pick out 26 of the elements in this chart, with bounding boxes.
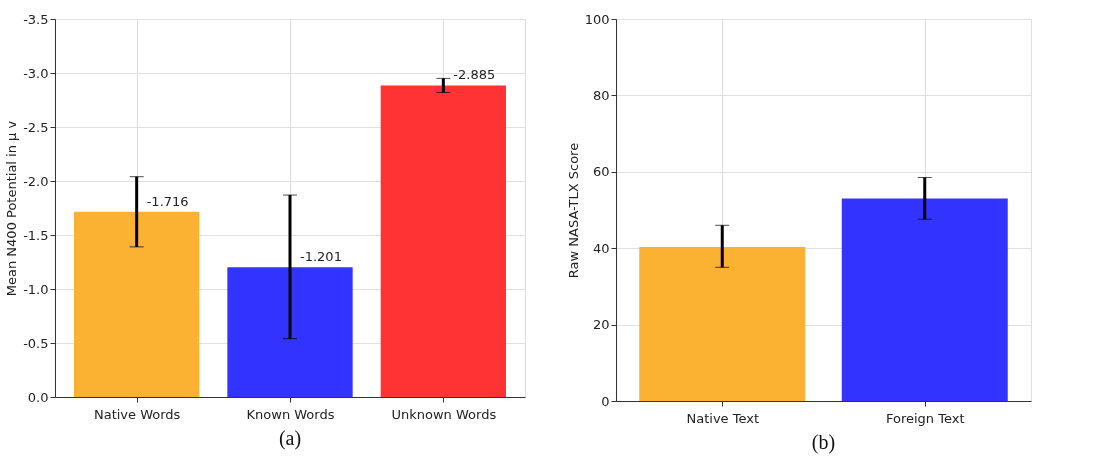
y-tick-label: -3.0 bbox=[23, 65, 49, 81]
y-tick-label: 40 bbox=[592, 240, 610, 256]
y-tick-label: -1.5 bbox=[23, 227, 49, 243]
y-axis-title: Mean N400 Potential in µ v bbox=[4, 120, 20, 297]
y-tick-label: -3.5 bbox=[23, 11, 49, 27]
y-tick-label: 20 bbox=[592, 317, 610, 333]
y-tick-label: 0 bbox=[601, 393, 610, 409]
text: (a) bbox=[278, 427, 302, 450]
x-tick-label: Native Text bbox=[686, 410, 760, 426]
x-tick-label: Native Words bbox=[93, 406, 181, 422]
y-tick-label: 0.0 bbox=[27, 389, 49, 405]
y-tick-label: 80 bbox=[592, 87, 610, 103]
x-tick-label: Foreign Text bbox=[885, 410, 965, 426]
y-axis-title: Raw NASA-TLX Score bbox=[565, 142, 581, 279]
data-label: -1.201 bbox=[300, 249, 342, 265]
text: (b) bbox=[811, 431, 836, 454]
y-tick-label: 60 bbox=[592, 164, 610, 180]
data-label: -1.716 bbox=[146, 193, 189, 209]
data-label: -2.885 bbox=[453, 67, 496, 83]
y-tick-label: -2.0 bbox=[23, 173, 49, 189]
y-tick-label: -2.5 bbox=[23, 119, 49, 135]
y-tick-label: -1.0 bbox=[23, 281, 49, 297]
x-tick-label: Unknown Words bbox=[391, 406, 497, 422]
x-tick-label: Known Words bbox=[246, 406, 335, 422]
y-tick-label: 100 bbox=[584, 11, 610, 27]
y-tick-label: -0.5 bbox=[23, 335, 49, 351]
